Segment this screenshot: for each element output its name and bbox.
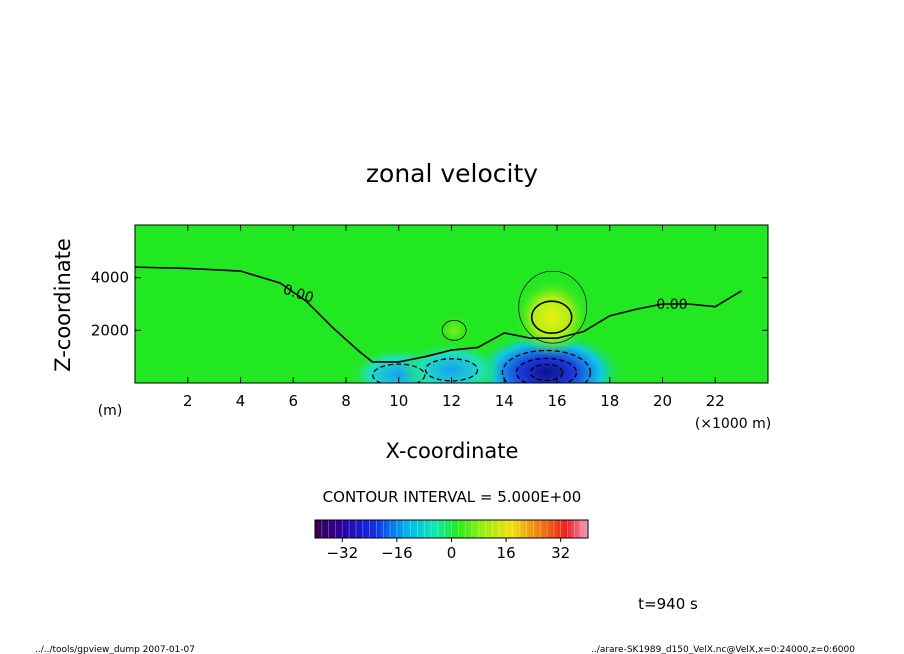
y-units-note: (m) xyxy=(98,403,123,419)
x-tick-label-6: 6 xyxy=(288,392,298,410)
x-tick-label-14: 14 xyxy=(495,392,514,410)
time-label: t=940 s xyxy=(638,595,698,613)
velocity-cores xyxy=(348,277,625,383)
x-units-note: (×1000 m) xyxy=(695,416,771,432)
y-axis-label: Z-coordinate xyxy=(51,238,75,372)
x-tick-label-8: 8 xyxy=(341,392,351,410)
y-axis-ticks: 2000 4000 xyxy=(91,269,768,339)
positive-core-0 xyxy=(513,277,590,358)
positive-contour-0 xyxy=(530,300,573,334)
zero-contour-label-right: 0.00 xyxy=(656,297,687,313)
x-tick-label-18: 18 xyxy=(600,392,619,410)
chart-title: zonal velocity xyxy=(366,159,538,188)
plot-field xyxy=(135,225,768,383)
negative-contour-0-2 xyxy=(529,363,564,382)
contour-interval-text: CONTOUR INTERVAL = 5.000E+00 xyxy=(323,488,582,506)
x-tick-label-20: 20 xyxy=(653,392,672,410)
y-tick-label-2000: 2000 xyxy=(91,321,129,339)
colorbar-tick-label-32: 32 xyxy=(551,544,570,562)
colorbar xyxy=(315,520,588,538)
negative-contour-2-0 xyxy=(424,358,479,382)
x-tick-label-16: 16 xyxy=(547,392,566,410)
colorbar-tick-label-16: 16 xyxy=(497,544,516,562)
negative-contour-1-0 xyxy=(372,363,426,383)
negative-contour-0-1 xyxy=(515,357,578,383)
colorbar-divisions xyxy=(321,520,582,538)
footer-left: ../../tools/gpview_dump 2007-01-07 xyxy=(35,645,195,654)
positive-contour-outer-0 xyxy=(518,270,588,344)
x-tick-label-2: 2 xyxy=(183,392,193,410)
x-tick-label-4: 4 xyxy=(236,392,246,410)
x-axis-label: X-coordinate xyxy=(386,439,519,463)
colorbar-ticks: −32 −16 0 16 32 xyxy=(326,538,570,562)
contour-lines xyxy=(135,266,743,383)
x-tick-label-22: 22 xyxy=(706,392,725,410)
x-axis-ticks: 2 4 6 8 10 12 14 16 18 20 22 xyxy=(183,225,725,410)
x-tick-label-10: 10 xyxy=(389,392,408,410)
colorbar-tick-label--16: −16 xyxy=(381,544,413,562)
positive-contour-1 xyxy=(441,319,467,341)
negative-contour-0-0 xyxy=(501,349,592,383)
y-tick-label-4000: 4000 xyxy=(91,269,129,287)
colorbar-tick-label-0: 0 xyxy=(447,544,457,562)
footer-right: ../arare-SK1989_d150_VelX.nc@VelX,x=0:24… xyxy=(591,645,855,654)
zero-contour xyxy=(135,266,743,363)
colorbar-tick-label--32: −32 xyxy=(326,544,358,562)
x-tick-label-12: 12 xyxy=(442,392,461,410)
positive-core-1 xyxy=(436,312,473,349)
